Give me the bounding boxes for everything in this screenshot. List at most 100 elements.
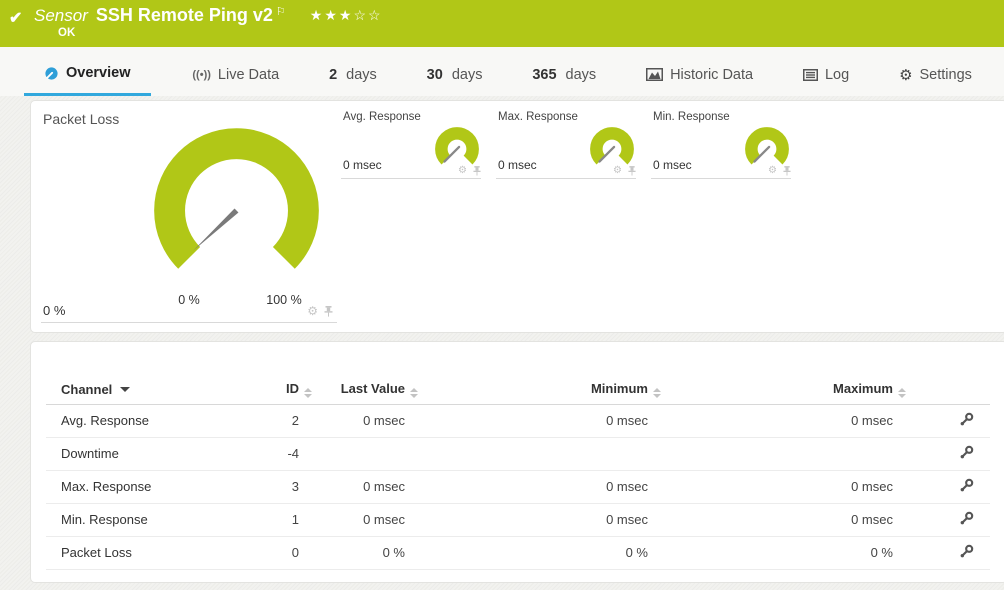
pin-icon[interactable] (324, 305, 333, 317)
channel-minimum (418, 437, 661, 471)
channel-maximum (661, 437, 906, 471)
channel-maximum: 0 msec (661, 470, 906, 504)
module-gear-icon[interactable]: ⚙ (768, 165, 777, 176)
status-ok-check-icon: ✔ (9, 10, 23, 27)
gauge-title: Packet Loss (43, 111, 120, 127)
channel-minimum: 0 msec (418, 470, 661, 504)
channel-maximum: 0 msec (661, 503, 906, 537)
pin-icon[interactable] (783, 166, 791, 176)
channel-settings-icon[interactable] (959, 445, 974, 460)
tab-number: 365 (532, 66, 557, 83)
tab-label: Settings (919, 66, 972, 83)
gauge-scale-min: 0 % (178, 293, 200, 307)
tab-label: Log (824, 66, 850, 83)
module-gear-icon[interactable]: ⚙ (458, 165, 467, 176)
channel-settings-icon[interactable] (959, 412, 974, 427)
tab-number: 2 (329, 66, 338, 83)
pin-icon[interactable] (628, 166, 636, 176)
col-header-last-value[interactable]: Last Value (312, 376, 418, 405)
channel-settings-icon[interactable] (959, 511, 974, 526)
tab-live-data[interactable]: ((•)) Live Data (184, 47, 287, 96)
channel-settings-icon[interactable] (959, 478, 974, 493)
avg-response-gauge (435, 127, 479, 165)
channel-name[interactable]: Packet Loss (46, 536, 264, 570)
sort-icon (898, 388, 906, 399)
gauge-needle (193, 208, 239, 251)
channel-name[interactable]: Downtime (46, 437, 264, 471)
max-response-gauge (590, 127, 634, 165)
table-row: Max. Response 3 0 msec 0 msec 0 msec (46, 470, 990, 504)
tab-label: Overview (66, 65, 131, 81)
channel-last-value: 0 msec (312, 404, 418, 438)
avg-response-gauge-module: Avg. Response 0 msec ⚙ (341, 109, 481, 179)
channel-last-value: 0 msec (312, 470, 418, 504)
pin-icon[interactable] (473, 166, 481, 176)
table-row: Avg. Response 2 0 msec 0 msec 0 msec (46, 404, 990, 438)
gauge-needle (598, 145, 616, 163)
min-response-gauge-module: Min. Response 0 msec ⚙ (651, 109, 791, 179)
channel-name[interactable]: Max. Response (46, 470, 264, 504)
gauge-value: 0 msec (498, 158, 537, 172)
gauges-panel: Packet Loss 0 % 100 % 0 % ⚙ Avg. Respons… (30, 100, 1004, 333)
sensor-title: SSH Remote Ping v2 (95, 5, 273, 25)
log-icon (802, 68, 818, 81)
table-row: Downtime -4 (46, 437, 990, 471)
tab-2-days[interactable]: 2 days (321, 47, 385, 96)
channel-minimum: 0 msec (418, 503, 661, 537)
gauge-needle (443, 145, 461, 163)
tab-overview[interactable]: Overview (24, 47, 151, 96)
tab-historic-data[interactable]: Historic Data (638, 47, 761, 96)
channel-settings-icon[interactable] (959, 544, 974, 559)
object-kind-label: Sensor (34, 6, 88, 25)
max-response-gauge-module: Max. Response 0 msec ⚙ (496, 109, 636, 179)
module-gear-icon[interactable]: ⚙ (307, 304, 318, 318)
channel-maximum: 0 % (661, 536, 906, 570)
gauge-value: 0 % (43, 303, 66, 318)
table-row: Packet Loss 0 0 % 0 % 0 % (46, 536, 990, 570)
channel-minimum: 0 msec (418, 404, 661, 438)
gear-icon: ⚙ (899, 66, 913, 84)
tab-bar: Overview ((•)) Live Data 2 days 30 days … (0, 47, 1004, 96)
tab-label: days (346, 66, 377, 83)
sort-desc-icon (120, 387, 131, 393)
channel-last-value (312, 437, 418, 471)
channel-id: 0 (264, 536, 312, 570)
channel-id: -4 (264, 437, 312, 471)
gauge-title: Min. Response (653, 111, 730, 123)
gauge-needle (753, 145, 771, 163)
stars-filled: ★★★ (309, 7, 354, 23)
channel-id: 1 (264, 503, 312, 537)
col-header-actions (906, 376, 990, 405)
channels-table: Channel ID Last Value Minimum Maximum Av… (46, 376, 990, 570)
col-header-channel[interactable]: Channel (46, 376, 264, 405)
flag-icon[interactable]: ⚐ (275, 6, 286, 18)
tab-settings[interactable]: ⚙ Settings (891, 47, 980, 96)
table-header-row: Channel ID Last Value Minimum Maximum (46, 376, 990, 405)
tab-label: days (451, 66, 483, 83)
col-header-maximum[interactable]: Maximum (661, 376, 906, 405)
priority-stars[interactable]: ★★★☆☆ (310, 7, 383, 24)
packet-loss-gauge (154, 128, 319, 269)
col-header-minimum[interactable]: Minimum (418, 376, 661, 405)
min-response-gauge (745, 127, 789, 165)
gauge-title: Avg. Response (343, 111, 421, 123)
historic-chart-icon (646, 68, 664, 81)
channel-last-value: 0 msec (312, 503, 418, 537)
gauge-value: 0 msec (343, 158, 382, 172)
module-gear-icon[interactable]: ⚙ (613, 165, 622, 176)
table-row: Min. Response 1 0 msec 0 msec 0 msec (46, 503, 990, 537)
channel-id: 3 (264, 470, 312, 504)
channel-name[interactable]: Min. Response (46, 503, 264, 537)
tab-log[interactable]: Log (795, 47, 857, 96)
sort-icon (304, 388, 312, 399)
channel-name[interactable]: Avg. Response (46, 404, 264, 438)
tab-30-days[interactable]: 30 days (419, 47, 491, 96)
gauge-icon (44, 66, 59, 81)
col-header-id[interactable]: ID (264, 376, 312, 405)
channel-minimum: 0 % (418, 536, 661, 570)
status-badge: OK (58, 27, 76, 39)
tab-label: Historic Data (670, 66, 754, 83)
channel-maximum: 0 msec (661, 404, 906, 438)
tab-365-days[interactable]: 365 days (524, 47, 604, 96)
sort-icon (410, 388, 418, 399)
